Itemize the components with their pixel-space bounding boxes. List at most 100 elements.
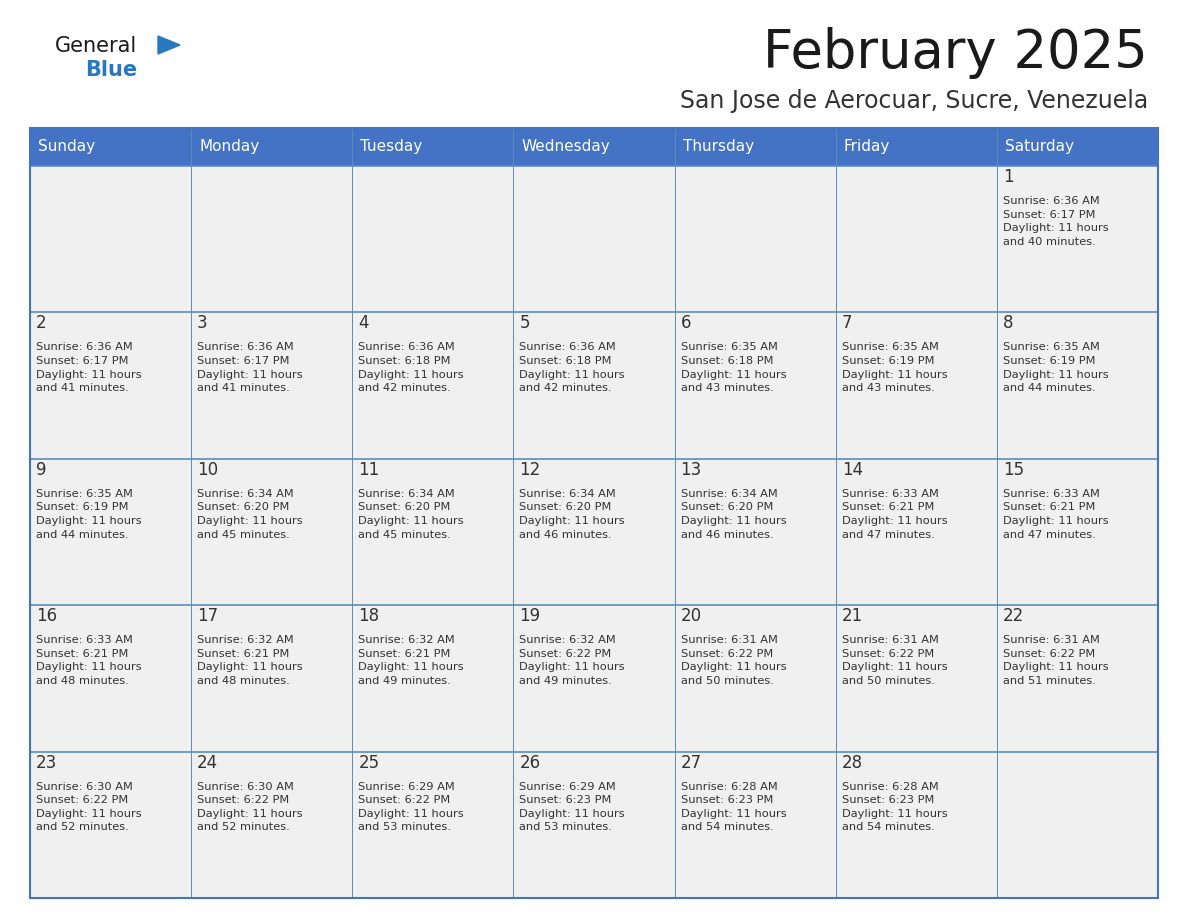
Polygon shape bbox=[158, 36, 181, 54]
Text: 8: 8 bbox=[1003, 314, 1013, 332]
Text: Sunrise: 6:35 AM
Sunset: 6:19 PM
Daylight: 11 hours
and 43 minutes.: Sunrise: 6:35 AM Sunset: 6:19 PM Dayligh… bbox=[842, 342, 947, 393]
Text: Thursday: Thursday bbox=[683, 140, 753, 154]
Text: 15: 15 bbox=[1003, 461, 1024, 479]
Bar bbox=[675, 752, 835, 898]
Text: Saturday: Saturday bbox=[1005, 140, 1074, 154]
Bar bbox=[191, 605, 353, 752]
Bar bbox=[513, 459, 675, 605]
Text: 26: 26 bbox=[519, 754, 541, 772]
Text: 21: 21 bbox=[842, 607, 862, 625]
Text: 27: 27 bbox=[681, 754, 702, 772]
Bar bbox=[513, 166, 675, 312]
Text: General: General bbox=[55, 36, 138, 56]
Bar bbox=[513, 312, 675, 459]
Text: 20: 20 bbox=[681, 607, 702, 625]
Text: 13: 13 bbox=[681, 461, 702, 479]
Bar bbox=[353, 752, 513, 898]
Bar bbox=[513, 752, 675, 898]
Text: 11: 11 bbox=[359, 461, 379, 479]
Bar bbox=[835, 605, 997, 752]
Text: Sunrise: 6:36 AM
Sunset: 6:18 PM
Daylight: 11 hours
and 42 minutes.: Sunrise: 6:36 AM Sunset: 6:18 PM Dayligh… bbox=[359, 342, 463, 393]
Text: 28: 28 bbox=[842, 754, 862, 772]
Bar bbox=[191, 459, 353, 605]
Bar bbox=[675, 605, 835, 752]
Bar bbox=[675, 312, 835, 459]
Bar bbox=[997, 605, 1158, 752]
Bar bbox=[997, 166, 1158, 312]
Text: Sunday: Sunday bbox=[38, 140, 95, 154]
Bar bbox=[353, 166, 513, 312]
Bar bbox=[30, 605, 191, 752]
Text: 7: 7 bbox=[842, 314, 852, 332]
Bar bbox=[835, 166, 997, 312]
Text: Wednesday: Wednesday bbox=[522, 140, 611, 154]
Bar bbox=[835, 752, 997, 898]
Text: Sunrise: 6:30 AM
Sunset: 6:22 PM
Daylight: 11 hours
and 52 minutes.: Sunrise: 6:30 AM Sunset: 6:22 PM Dayligh… bbox=[36, 781, 141, 833]
Bar bbox=[997, 312, 1158, 459]
Text: Sunrise: 6:33 AM
Sunset: 6:21 PM
Daylight: 11 hours
and 47 minutes.: Sunrise: 6:33 AM Sunset: 6:21 PM Dayligh… bbox=[842, 488, 947, 540]
Text: Sunrise: 6:36 AM
Sunset: 6:17 PM
Daylight: 11 hours
and 40 minutes.: Sunrise: 6:36 AM Sunset: 6:17 PM Dayligh… bbox=[1003, 196, 1108, 247]
Text: 10: 10 bbox=[197, 461, 219, 479]
Bar bbox=[353, 312, 513, 459]
Text: Sunrise: 6:31 AM
Sunset: 6:22 PM
Daylight: 11 hours
and 50 minutes.: Sunrise: 6:31 AM Sunset: 6:22 PM Dayligh… bbox=[681, 635, 786, 686]
Text: Sunrise: 6:36 AM
Sunset: 6:18 PM
Daylight: 11 hours
and 42 minutes.: Sunrise: 6:36 AM Sunset: 6:18 PM Dayligh… bbox=[519, 342, 625, 393]
Text: Sunrise: 6:29 AM
Sunset: 6:22 PM
Daylight: 11 hours
and 53 minutes.: Sunrise: 6:29 AM Sunset: 6:22 PM Dayligh… bbox=[359, 781, 463, 833]
Text: Sunrise: 6:33 AM
Sunset: 6:21 PM
Daylight: 11 hours
and 48 minutes.: Sunrise: 6:33 AM Sunset: 6:21 PM Dayligh… bbox=[36, 635, 141, 686]
Bar bbox=[191, 312, 353, 459]
Text: Sunrise: 6:34 AM
Sunset: 6:20 PM
Daylight: 11 hours
and 45 minutes.: Sunrise: 6:34 AM Sunset: 6:20 PM Dayligh… bbox=[359, 488, 463, 540]
Text: Sunrise: 6:32 AM
Sunset: 6:22 PM
Daylight: 11 hours
and 49 minutes.: Sunrise: 6:32 AM Sunset: 6:22 PM Dayligh… bbox=[519, 635, 625, 686]
Text: 4: 4 bbox=[359, 314, 368, 332]
Text: Sunrise: 6:35 AM
Sunset: 6:19 PM
Daylight: 11 hours
and 44 minutes.: Sunrise: 6:35 AM Sunset: 6:19 PM Dayligh… bbox=[1003, 342, 1108, 393]
Bar bbox=[513, 605, 675, 752]
Text: 17: 17 bbox=[197, 607, 219, 625]
Text: Sunrise: 6:34 AM
Sunset: 6:20 PM
Daylight: 11 hours
and 46 minutes.: Sunrise: 6:34 AM Sunset: 6:20 PM Dayligh… bbox=[519, 488, 625, 540]
Text: 3: 3 bbox=[197, 314, 208, 332]
Text: Friday: Friday bbox=[843, 140, 890, 154]
Bar bbox=[353, 459, 513, 605]
Bar bbox=[675, 166, 835, 312]
Text: 25: 25 bbox=[359, 754, 379, 772]
Bar bbox=[30, 752, 191, 898]
Text: 23: 23 bbox=[36, 754, 57, 772]
Bar bbox=[997, 459, 1158, 605]
Text: Sunrise: 6:31 AM
Sunset: 6:22 PM
Daylight: 11 hours
and 51 minutes.: Sunrise: 6:31 AM Sunset: 6:22 PM Dayligh… bbox=[1003, 635, 1108, 686]
Text: Sunrise: 6:35 AM
Sunset: 6:19 PM
Daylight: 11 hours
and 44 minutes.: Sunrise: 6:35 AM Sunset: 6:19 PM Dayligh… bbox=[36, 488, 141, 540]
Text: 2: 2 bbox=[36, 314, 46, 332]
Bar bbox=[30, 459, 191, 605]
Text: 22: 22 bbox=[1003, 607, 1024, 625]
Bar bbox=[191, 166, 353, 312]
Text: Sunrise: 6:36 AM
Sunset: 6:17 PM
Daylight: 11 hours
and 41 minutes.: Sunrise: 6:36 AM Sunset: 6:17 PM Dayligh… bbox=[36, 342, 141, 393]
Text: Sunrise: 6:35 AM
Sunset: 6:18 PM
Daylight: 11 hours
and 43 minutes.: Sunrise: 6:35 AM Sunset: 6:18 PM Dayligh… bbox=[681, 342, 786, 393]
Text: 18: 18 bbox=[359, 607, 379, 625]
Text: 12: 12 bbox=[519, 461, 541, 479]
Text: Sunrise: 6:36 AM
Sunset: 6:17 PM
Daylight: 11 hours
and 41 minutes.: Sunrise: 6:36 AM Sunset: 6:17 PM Dayligh… bbox=[197, 342, 303, 393]
Text: Tuesday: Tuesday bbox=[360, 140, 423, 154]
Text: Monday: Monday bbox=[200, 140, 259, 154]
Text: Blue: Blue bbox=[86, 60, 137, 80]
Bar bbox=[353, 605, 513, 752]
Text: 6: 6 bbox=[681, 314, 691, 332]
Text: 14: 14 bbox=[842, 461, 862, 479]
Text: Sunrise: 6:34 AM
Sunset: 6:20 PM
Daylight: 11 hours
and 46 minutes.: Sunrise: 6:34 AM Sunset: 6:20 PM Dayligh… bbox=[681, 488, 786, 540]
Bar bbox=[835, 312, 997, 459]
Bar bbox=[997, 752, 1158, 898]
Bar bbox=[191, 752, 353, 898]
Text: Sunrise: 6:34 AM
Sunset: 6:20 PM
Daylight: 11 hours
and 45 minutes.: Sunrise: 6:34 AM Sunset: 6:20 PM Dayligh… bbox=[197, 488, 303, 540]
Bar bbox=[30, 166, 191, 312]
Text: Sunrise: 6:29 AM
Sunset: 6:23 PM
Daylight: 11 hours
and 53 minutes.: Sunrise: 6:29 AM Sunset: 6:23 PM Dayligh… bbox=[519, 781, 625, 833]
Bar bbox=[835, 459, 997, 605]
Text: 9: 9 bbox=[36, 461, 46, 479]
Text: Sunrise: 6:32 AM
Sunset: 6:21 PM
Daylight: 11 hours
and 49 minutes.: Sunrise: 6:32 AM Sunset: 6:21 PM Dayligh… bbox=[359, 635, 463, 686]
Text: Sunrise: 6:28 AM
Sunset: 6:23 PM
Daylight: 11 hours
and 54 minutes.: Sunrise: 6:28 AM Sunset: 6:23 PM Dayligh… bbox=[681, 781, 786, 833]
Text: 5: 5 bbox=[519, 314, 530, 332]
Text: 19: 19 bbox=[519, 607, 541, 625]
Text: 16: 16 bbox=[36, 607, 57, 625]
Text: Sunrise: 6:32 AM
Sunset: 6:21 PM
Daylight: 11 hours
and 48 minutes.: Sunrise: 6:32 AM Sunset: 6:21 PM Dayligh… bbox=[197, 635, 303, 686]
Text: February 2025: February 2025 bbox=[763, 27, 1148, 79]
Text: Sunrise: 6:28 AM
Sunset: 6:23 PM
Daylight: 11 hours
and 54 minutes.: Sunrise: 6:28 AM Sunset: 6:23 PM Dayligh… bbox=[842, 781, 947, 833]
Text: 24: 24 bbox=[197, 754, 219, 772]
Bar bbox=[30, 128, 1158, 166]
Text: 1: 1 bbox=[1003, 168, 1013, 186]
Text: Sunrise: 6:31 AM
Sunset: 6:22 PM
Daylight: 11 hours
and 50 minutes.: Sunrise: 6:31 AM Sunset: 6:22 PM Dayligh… bbox=[842, 635, 947, 686]
Text: Sunrise: 6:30 AM
Sunset: 6:22 PM
Daylight: 11 hours
and 52 minutes.: Sunrise: 6:30 AM Sunset: 6:22 PM Dayligh… bbox=[197, 781, 303, 833]
